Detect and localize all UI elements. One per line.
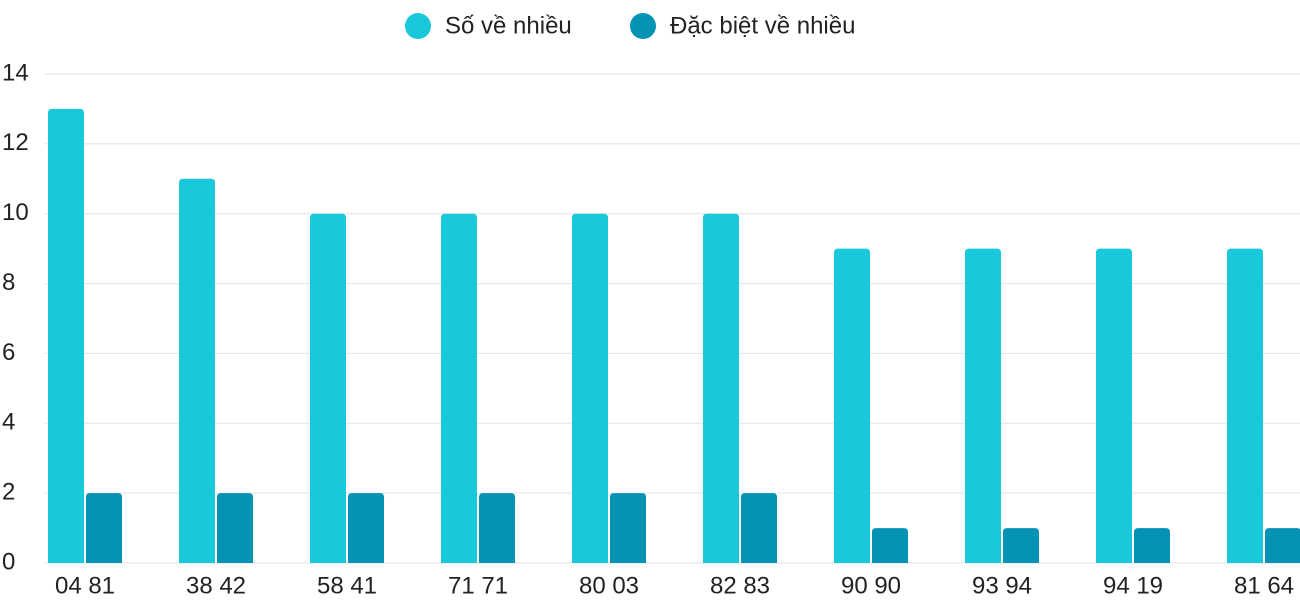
- x-tick-label: 90 90: [841, 572, 901, 599]
- legend-marker: [405, 13, 431, 39]
- bar: [179, 178, 215, 564]
- legend-label: Số về nhiều: [445, 12, 572, 39]
- y-tick-label: 6: [2, 339, 15, 366]
- x-tick-label: 71 71: [448, 572, 508, 599]
- bar: [834, 248, 870, 563]
- bar: [872, 528, 908, 563]
- bar: [1096, 248, 1132, 563]
- bar: [48, 108, 84, 563]
- bar: [741, 493, 777, 563]
- y-tick-label: 12: [2, 129, 29, 156]
- bar: [1003, 528, 1039, 563]
- y-tick-label: 4: [2, 409, 15, 436]
- legend-marker: [630, 13, 656, 39]
- bar: [441, 213, 477, 563]
- bar: [479, 493, 515, 563]
- bar: [310, 213, 346, 563]
- y-tick-label: 10: [2, 199, 29, 226]
- bar: [965, 248, 1001, 563]
- bar: [217, 493, 253, 563]
- x-tick-label: 80 03: [579, 572, 639, 599]
- x-tick-label: 04 81: [55, 572, 115, 599]
- bar: [1227, 248, 1263, 563]
- bar: [703, 213, 739, 563]
- x-tick-label: 81 64: [1234, 572, 1294, 599]
- bar: [1134, 528, 1170, 563]
- x-tick-label: 38 42: [186, 572, 246, 599]
- bar: [610, 493, 646, 563]
- bar: [348, 493, 384, 563]
- bar: [1265, 528, 1300, 563]
- x-tick-label: 58 41: [317, 572, 377, 599]
- y-tick-label: 2: [2, 478, 15, 505]
- x-tick-label: 94 19: [1103, 572, 1163, 599]
- x-tick-label: 82 83: [710, 572, 770, 599]
- x-tick-label: 93 94: [972, 572, 1032, 599]
- y-tick-label: 8: [2, 269, 15, 296]
- y-tick-label: 0: [2, 548, 15, 575]
- legend-label: Đặc biệt về nhiều: [670, 12, 855, 39]
- bar: [572, 213, 608, 563]
- bar: [86, 493, 122, 563]
- y-tick-label: 14: [2, 59, 29, 86]
